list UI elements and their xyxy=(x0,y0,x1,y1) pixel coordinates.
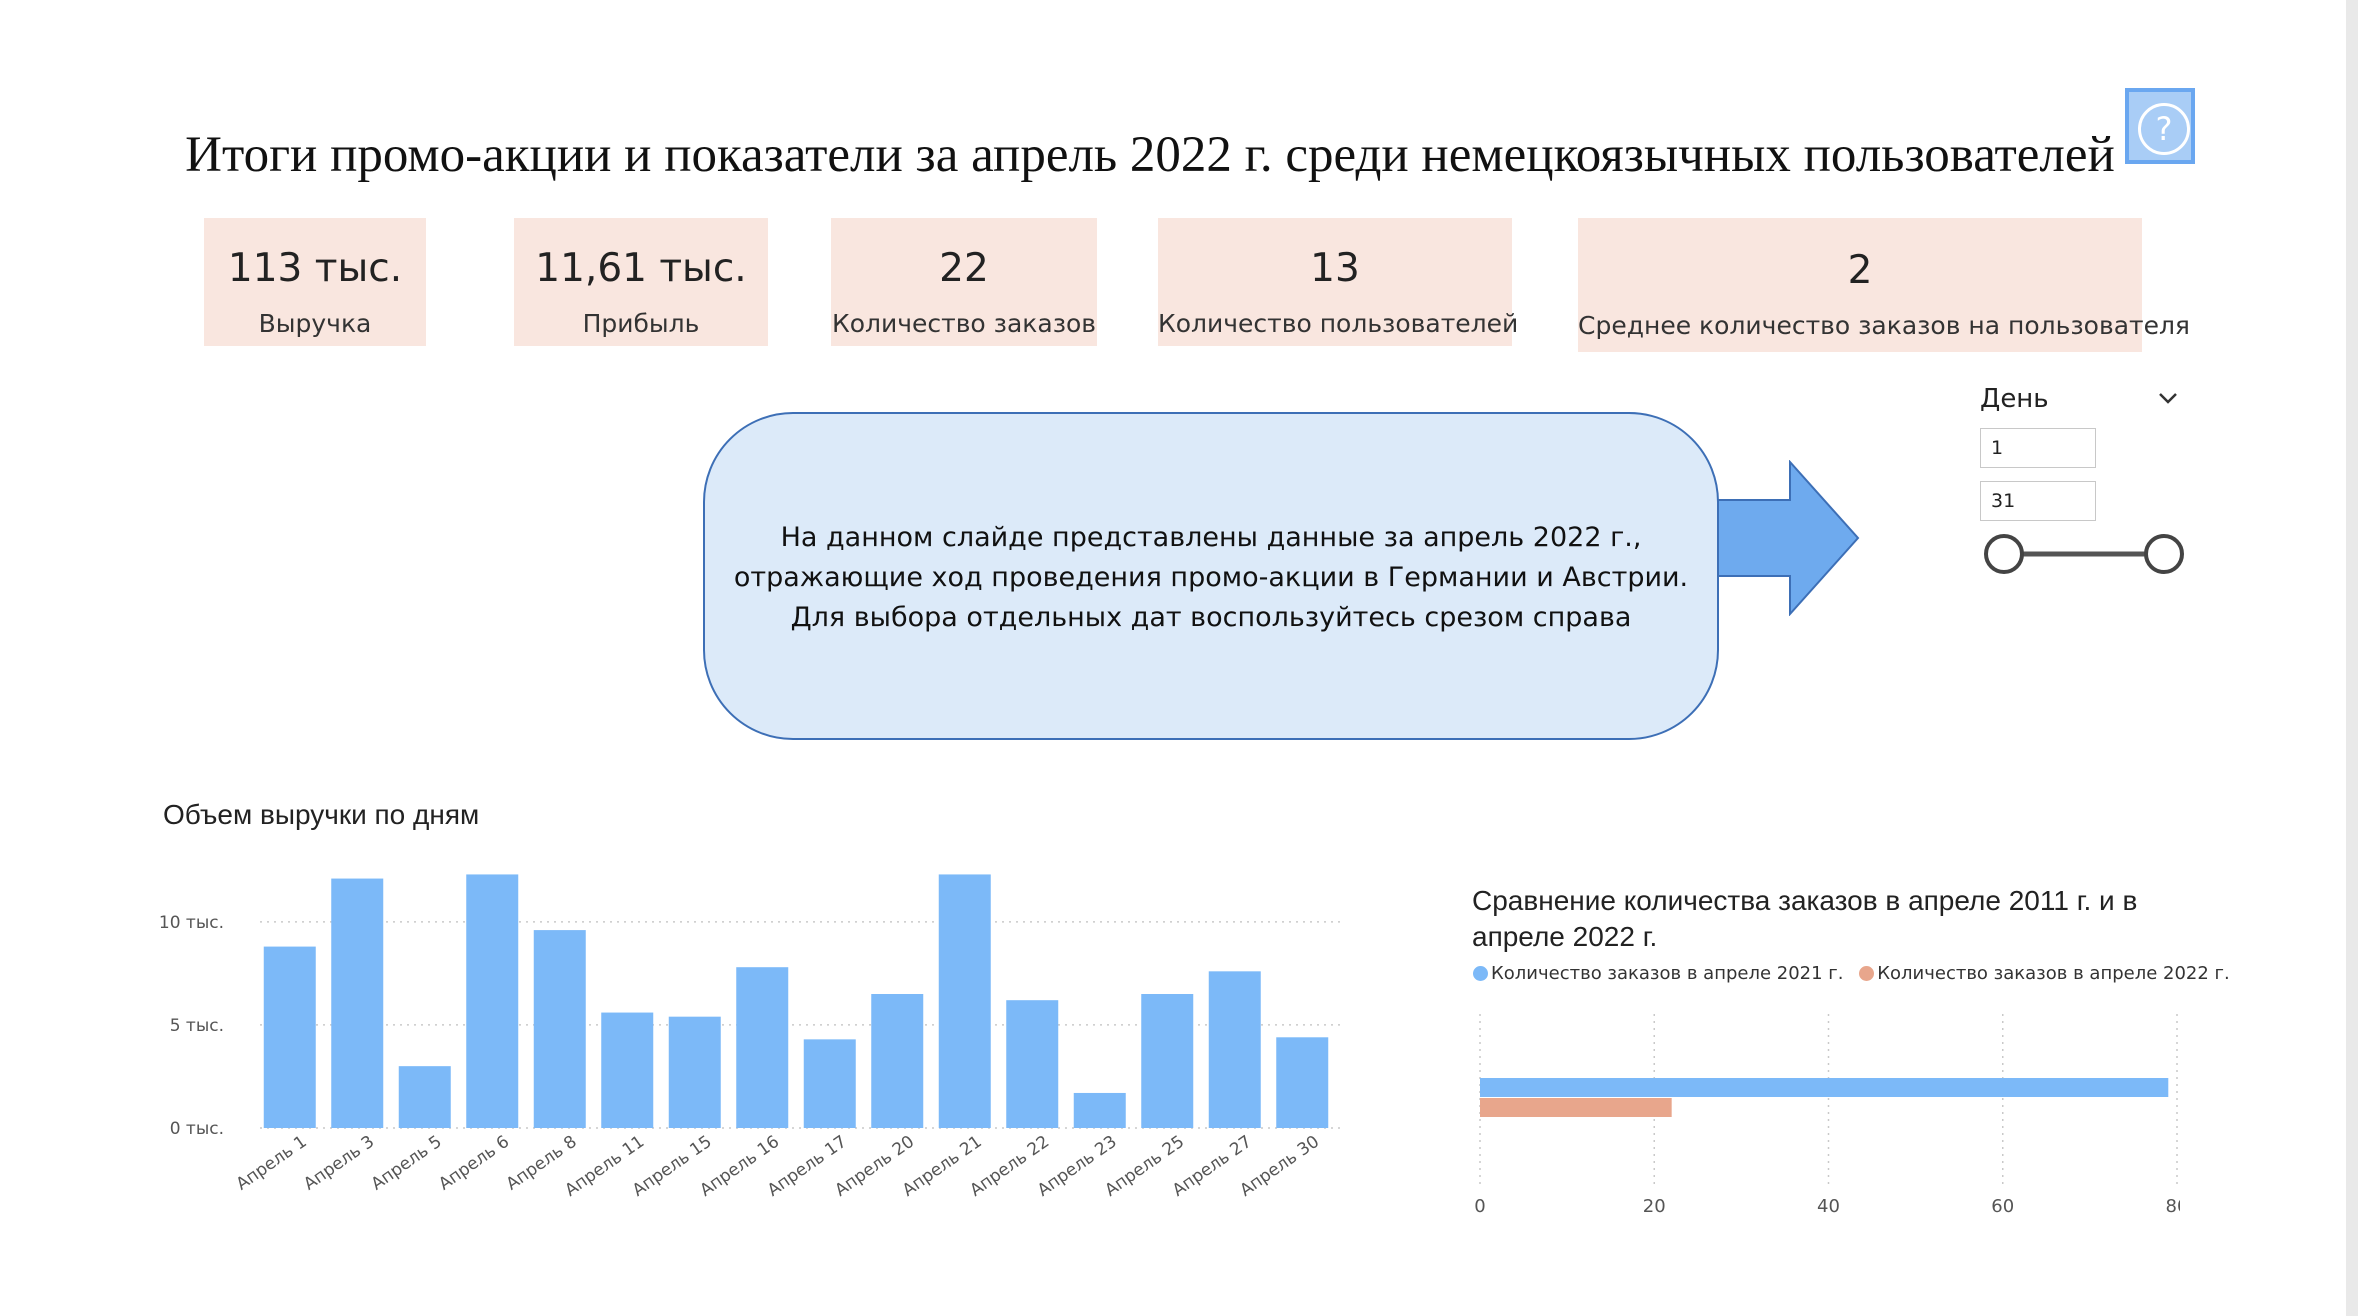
revenue-bar xyxy=(601,1012,654,1128)
y-tick-label: 5 тыс. xyxy=(170,1016,224,1036)
x-tick-label: Апрель 6 xyxy=(435,1132,513,1195)
legend-label-2022: Количество заказов в апреле 2022 г. xyxy=(1877,963,2230,984)
orders-chart-title-line: Сравнение количества заказов в апреле 20… xyxy=(1472,885,2138,916)
revenue-bar xyxy=(1276,1037,1329,1128)
kpi-label: Количество пользователей xyxy=(1158,309,1519,338)
revenue-bar xyxy=(398,1066,451,1128)
revenue-bar xyxy=(1208,971,1261,1128)
orders-bar-2021 xyxy=(1480,1078,2169,1097)
x-tick-label: 20 xyxy=(1643,1196,1666,1217)
callout-line: отражающие ход проведения промо-акции в … xyxy=(733,562,1689,593)
revenue-bar xyxy=(871,994,924,1128)
x-tick-label: 40 xyxy=(1817,1196,1840,1217)
revenue-bar xyxy=(331,878,384,1128)
kpi-label: Количество заказов xyxy=(831,309,1097,338)
x-tick-label: 0 xyxy=(1474,1196,1485,1217)
date-to-input[interactable]: 31 xyxy=(1980,481,2096,521)
revenue-bar xyxy=(1006,1000,1059,1128)
x-tick-label: 80 xyxy=(2166,1196,2180,1217)
revenue-bar xyxy=(803,1039,856,1128)
legend-dot-2021 xyxy=(1473,966,1488,981)
callout-line: Для выбора отдельных дат воспользуйтесь … xyxy=(790,602,1632,633)
kpi-label: Прибыль xyxy=(582,309,700,338)
orders-chart-title-line: апреле 2022 г. xyxy=(1472,921,1658,952)
y-tick-label: 10 тыс. xyxy=(159,913,224,933)
x-tick-label: Апрель 3 xyxy=(300,1132,378,1195)
revenue-bar xyxy=(1141,994,1194,1128)
kpi-value: 13 xyxy=(1310,246,1360,291)
kpi-value: 11,61 тыс. xyxy=(535,246,747,291)
revenue-bar xyxy=(533,930,586,1128)
revenue-bar xyxy=(668,1016,721,1128)
y-tick-label: 0 тыс. xyxy=(170,1119,224,1139)
legend-dot-2022 xyxy=(1859,966,1875,981)
slider-handle-start[interactable] xyxy=(1984,534,2024,574)
revenue-bar xyxy=(466,874,519,1128)
kpi-label: Среднее количество заказов на пользовате… xyxy=(1578,311,2190,340)
orders-chart-title: Сравнение количества заказов в апреле 20… xyxy=(1472,883,2137,955)
callout-line: На данном слайде представлены данные за … xyxy=(780,522,1642,553)
x-tick-label: Апрель 5 xyxy=(368,1132,446,1195)
kpi-card-revenue: 113 тыс. Выручка xyxy=(204,218,426,346)
revenue-chart-title: Объем выручки по дням xyxy=(163,799,480,830)
kpi-value: 2 xyxy=(1847,248,1873,293)
kpi-card-avg-orders: 2 Среднее количество заказов на пользова… xyxy=(1578,218,2190,352)
kpi-card-users: 13 Количество пользователей xyxy=(1158,218,1519,346)
info-callout: На данном слайде представлены данные за … xyxy=(703,412,1719,740)
page-edge xyxy=(2346,0,2358,1316)
kpi-value: 22 xyxy=(939,246,989,291)
arrow-right-icon xyxy=(1718,460,1860,616)
slider-handle-end[interactable] xyxy=(2144,534,2184,574)
x-tick-label: Апрель 1 xyxy=(233,1132,311,1195)
orders-bar-2022 xyxy=(1480,1098,1672,1117)
kpi-card-profit: 11,61 тыс. Прибыль xyxy=(514,218,768,346)
help-button[interactable]: ? xyxy=(2125,88,2195,164)
revenue-bar xyxy=(938,874,991,1128)
kpi-value: 113 тыс. xyxy=(227,246,403,291)
revenue-bar xyxy=(1073,1092,1126,1128)
date-range-slider[interactable] xyxy=(1980,530,2186,580)
chevron-down-icon[interactable] xyxy=(2156,388,2180,408)
revenue-bar xyxy=(736,967,789,1128)
kpi-label: Выручка xyxy=(258,309,372,338)
x-tick-label: 60 xyxy=(1991,1196,2014,1217)
revenue-bar xyxy=(263,946,316,1128)
question-icon: ? xyxy=(2138,103,2190,155)
orders-chart-legend: Количество заказов в апреле 2021 г. Коли… xyxy=(1473,963,2230,984)
date-from-input[interactable]: 1 xyxy=(1980,428,2096,468)
kpi-card-orders: 22 Количество заказов xyxy=(831,218,1097,346)
legend-label-2021: Количество заказов в апреле 2021 г. xyxy=(1491,963,1844,984)
slicer-title: День xyxy=(1980,384,2049,414)
page-title: Итоги промо-акции и показатели за апрель… xyxy=(185,127,2115,183)
orders-hbar-chart: 0 20 40 60 80 xyxy=(1474,1014,2180,1217)
